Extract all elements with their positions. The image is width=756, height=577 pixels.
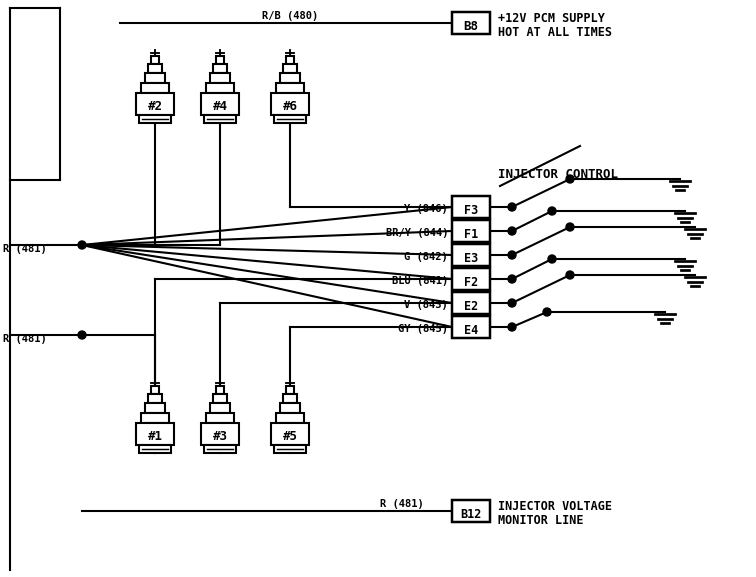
Text: INJECTOR VOLTAGE: INJECTOR VOLTAGE (498, 500, 612, 514)
Text: F2: F2 (464, 275, 478, 288)
Bar (210, 73, 230, 83)
Text: B12: B12 (460, 508, 482, 520)
Text: R (481): R (481) (3, 334, 47, 344)
Text: R/B (480): R/B (480) (262, 11, 318, 21)
Text: BLU (841): BLU (841) (392, 276, 448, 286)
Bar (206, 413, 234, 423)
Text: F3: F3 (464, 204, 478, 216)
Text: +12V PCM SUPPLY: +12V PCM SUPPLY (498, 13, 605, 25)
Bar (274, 445, 306, 453)
Bar (286, 56, 294, 64)
Bar (145, 403, 165, 413)
Text: Y (846): Y (846) (404, 204, 448, 214)
Bar (452, 500, 490, 522)
Circle shape (543, 308, 551, 316)
Text: F1: F1 (464, 227, 478, 241)
Text: E4: E4 (464, 324, 478, 336)
Bar (204, 115, 236, 123)
Bar (201, 423, 239, 445)
Bar (452, 12, 490, 34)
Text: E3: E3 (464, 252, 478, 264)
Bar (141, 413, 169, 423)
Text: #2: #2 (147, 99, 163, 113)
Text: MONITOR LINE: MONITOR LINE (498, 515, 584, 527)
Circle shape (548, 255, 556, 263)
Bar (283, 394, 297, 403)
Text: #1: #1 (147, 429, 163, 443)
Text: R (481): R (481) (380, 499, 424, 509)
Bar (148, 394, 162, 403)
Bar (276, 413, 304, 423)
Text: INJECTOR CONTROL: INJECTOR CONTROL (498, 168, 618, 182)
Text: HOT AT ALL TIMES: HOT AT ALL TIMES (498, 27, 612, 39)
Bar (204, 445, 236, 453)
Text: E2: E2 (464, 299, 478, 313)
Text: #6: #6 (283, 99, 298, 113)
Circle shape (566, 271, 574, 279)
Bar (139, 115, 171, 123)
Text: BR/Y (844): BR/Y (844) (386, 228, 448, 238)
Bar (210, 403, 230, 413)
Bar (271, 93, 309, 115)
Bar (283, 64, 297, 73)
Circle shape (508, 299, 516, 307)
Bar (151, 386, 159, 394)
Text: #4: #4 (212, 99, 228, 113)
Bar (136, 93, 174, 115)
Bar (141, 83, 169, 93)
Text: G (842): G (842) (404, 252, 448, 262)
Text: V (843): V (843) (404, 300, 448, 310)
Circle shape (548, 207, 556, 215)
Text: B8: B8 (463, 20, 479, 32)
Bar (213, 394, 227, 403)
Bar (274, 115, 306, 123)
Bar (206, 83, 234, 93)
Text: #5: #5 (283, 429, 298, 443)
Bar (139, 445, 171, 453)
Bar (452, 196, 490, 218)
Bar (276, 83, 304, 93)
Circle shape (508, 203, 516, 211)
Circle shape (78, 241, 86, 249)
Bar (280, 403, 300, 413)
Circle shape (508, 275, 516, 283)
Text: GY (845): GY (845) (398, 324, 448, 334)
Bar (286, 386, 294, 394)
Bar (452, 292, 490, 314)
Bar (136, 423, 174, 445)
Bar (452, 268, 490, 290)
Bar (452, 244, 490, 266)
Bar (213, 64, 227, 73)
Circle shape (508, 251, 516, 259)
Bar (216, 386, 224, 394)
Bar (452, 316, 490, 338)
Bar (216, 56, 224, 64)
Circle shape (508, 227, 516, 235)
Bar (271, 423, 309, 445)
Bar (151, 56, 159, 64)
Bar (145, 73, 165, 83)
Text: #3: #3 (212, 429, 228, 443)
Circle shape (566, 175, 574, 183)
Bar (201, 93, 239, 115)
Circle shape (78, 331, 86, 339)
Circle shape (508, 323, 516, 331)
Bar (148, 64, 162, 73)
Bar (280, 73, 300, 83)
Bar (452, 220, 490, 242)
Circle shape (566, 223, 574, 231)
Text: R (481): R (481) (3, 244, 47, 254)
